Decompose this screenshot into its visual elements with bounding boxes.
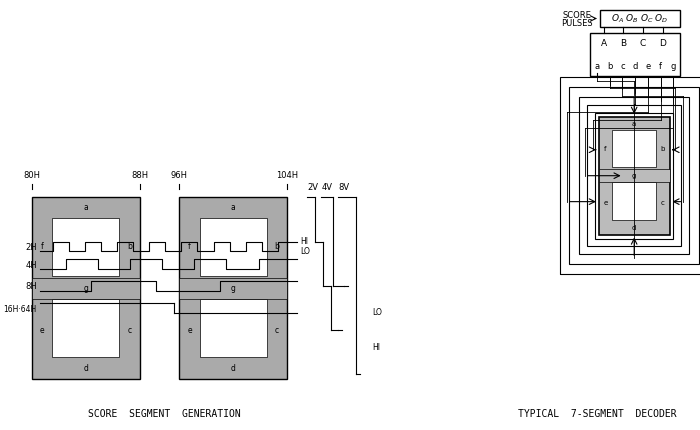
Text: e: e bbox=[603, 200, 608, 206]
Text: a: a bbox=[632, 120, 636, 126]
Text: g: g bbox=[632, 173, 636, 179]
Bar bbox=[52, 299, 120, 357]
Text: c: c bbox=[661, 200, 665, 206]
Text: C: C bbox=[640, 39, 646, 48]
Text: $O_A\ O_B\ O_C\ O_D$: $O_A\ O_B\ O_C\ O_D$ bbox=[611, 12, 668, 25]
Text: d: d bbox=[633, 62, 638, 71]
Text: D: D bbox=[659, 39, 666, 48]
Bar bbox=[32, 278, 140, 299]
Bar bbox=[590, 33, 680, 77]
Text: b: b bbox=[127, 242, 132, 251]
Bar bbox=[199, 299, 267, 357]
Text: f: f bbox=[41, 242, 43, 251]
Text: c: c bbox=[275, 326, 279, 335]
Text: f: f bbox=[659, 62, 662, 71]
Text: g: g bbox=[83, 284, 88, 293]
Text: b: b bbox=[661, 146, 665, 152]
Text: g: g bbox=[671, 62, 676, 71]
Text: 80H: 80H bbox=[23, 171, 41, 180]
Text: e: e bbox=[645, 62, 650, 71]
Text: g: g bbox=[231, 284, 236, 293]
Text: d: d bbox=[632, 225, 636, 231]
Bar bbox=[52, 218, 120, 276]
Text: b: b bbox=[274, 242, 279, 251]
Text: e: e bbox=[40, 326, 45, 335]
Text: e: e bbox=[187, 326, 192, 335]
Text: d: d bbox=[83, 364, 88, 373]
Bar bbox=[179, 197, 288, 379]
Bar bbox=[587, 105, 681, 246]
Text: 16H·64H: 16H·64H bbox=[4, 305, 37, 314]
Text: 4V: 4V bbox=[321, 184, 332, 192]
Text: 96H: 96H bbox=[171, 171, 188, 180]
Bar bbox=[32, 197, 140, 379]
Text: A: A bbox=[601, 39, 607, 48]
Text: c: c bbox=[127, 326, 132, 335]
Bar bbox=[579, 97, 690, 254]
Text: d: d bbox=[231, 364, 236, 373]
Bar bbox=[595, 113, 673, 239]
Text: PULSES: PULSES bbox=[561, 19, 593, 28]
Text: HI: HI bbox=[372, 343, 380, 352]
Text: TYPICAL  7-SEGMENT  DECODER: TYPICAL 7-SEGMENT DECODER bbox=[517, 409, 676, 419]
Text: a: a bbox=[231, 203, 236, 212]
Bar bbox=[600, 9, 680, 28]
Bar bbox=[559, 77, 700, 274]
Text: a: a bbox=[594, 62, 599, 71]
Text: 8V: 8V bbox=[339, 184, 350, 192]
Text: 104H: 104H bbox=[276, 171, 298, 180]
Bar bbox=[569, 87, 699, 264]
Text: f: f bbox=[188, 242, 191, 251]
Text: 8H: 8H bbox=[25, 282, 37, 291]
Text: 88H: 88H bbox=[132, 171, 148, 180]
Text: 2V: 2V bbox=[307, 184, 318, 192]
Text: c: c bbox=[620, 62, 624, 71]
Text: SCORE  SEGMENT  GENERATION: SCORE SEGMENT GENERATION bbox=[88, 409, 241, 419]
Text: B: B bbox=[620, 39, 626, 48]
Bar bbox=[199, 218, 267, 276]
Bar bbox=[612, 182, 656, 220]
Bar bbox=[179, 278, 288, 299]
Text: f: f bbox=[604, 146, 607, 152]
Text: LO: LO bbox=[300, 247, 310, 256]
Text: 2H: 2H bbox=[25, 243, 37, 252]
Bar bbox=[598, 169, 669, 182]
Text: a: a bbox=[83, 203, 88, 212]
Text: HI: HI bbox=[300, 237, 308, 246]
Text: SCORE: SCORE bbox=[563, 11, 592, 20]
Bar bbox=[612, 130, 656, 167]
Text: 4H: 4H bbox=[25, 261, 37, 270]
Text: LO: LO bbox=[372, 308, 382, 317]
Bar bbox=[598, 117, 669, 235]
Text: b: b bbox=[607, 62, 612, 71]
